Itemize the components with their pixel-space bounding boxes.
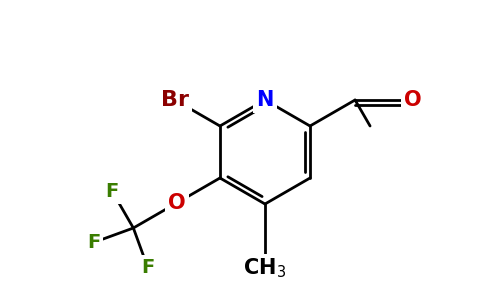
Text: F: F <box>106 182 119 201</box>
Text: F: F <box>87 233 101 252</box>
Text: N: N <box>257 90 273 110</box>
Text: Br: Br <box>161 90 189 110</box>
Text: O: O <box>404 90 422 110</box>
Text: O: O <box>168 193 185 213</box>
Text: F: F <box>141 258 154 277</box>
Text: CH$_3$: CH$_3$ <box>243 256 287 280</box>
